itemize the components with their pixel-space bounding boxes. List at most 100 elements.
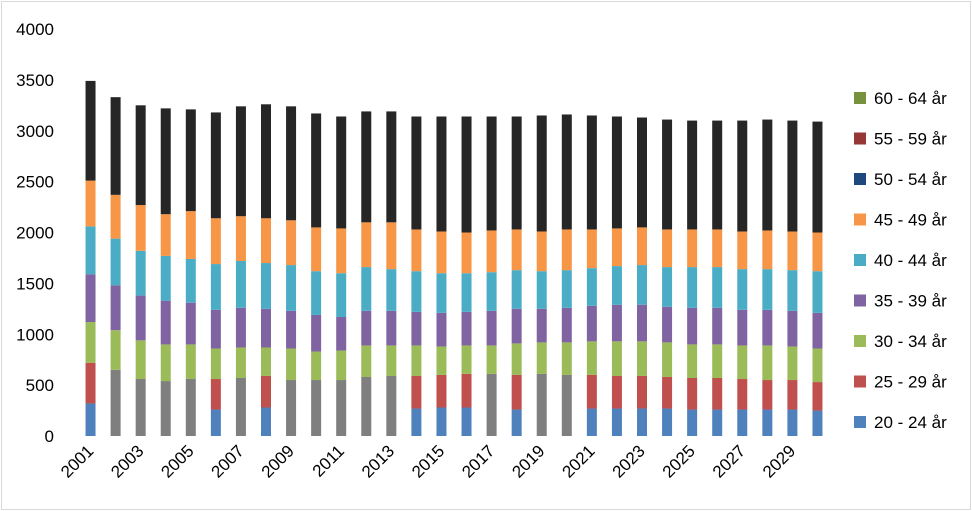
x-tick-label: 2015 (408, 441, 448, 481)
legend-swatch (854, 416, 866, 428)
bar-segment-remainder (762, 119, 773, 231)
legend-label: 30 - 34 år (874, 332, 947, 351)
bar-segment (235, 216, 246, 261)
bar-segment (637, 408, 647, 436)
bar-segment (787, 380, 798, 410)
bar-segment (411, 271, 422, 312)
bar-segment (511, 308, 522, 344)
bar-stack-2013 (386, 111, 397, 436)
bar-segment (611, 375, 622, 409)
bar-segment-remainder (536, 115, 547, 232)
bar-segment (436, 231, 447, 274)
bar-segment (386, 310, 397, 346)
bar-segment-remainder (286, 106, 297, 221)
bar-segment (411, 345, 422, 376)
legend-item: 60 - 64 år (854, 89, 947, 108)
bar-segment-remainder (511, 116, 522, 230)
bar-segment (586, 374, 597, 409)
bar-segment-remainder (110, 97, 121, 195)
bar-stack-2006 (210, 112, 221, 436)
bar-segment (787, 409, 798, 436)
bar-segment (85, 274, 96, 323)
bar-segment (110, 238, 121, 286)
bar-segment (336, 350, 347, 381)
bar-segment (762, 409, 773, 436)
bar-segment (737, 309, 748, 346)
bar-segment (637, 304, 647, 342)
bar-stack-2010 (311, 113, 322, 436)
bar-stack-2003 (135, 105, 146, 436)
bar-segment (586, 408, 597, 436)
bar-stack-2014 (411, 116, 422, 436)
bar-segment-base (361, 376, 372, 436)
y-tick-label: 1500 (16, 274, 54, 293)
bar-segment (85, 322, 96, 363)
bar-segment (235, 347, 246, 379)
bar-segment-base (486, 373, 497, 436)
bar-stack-2007 (235, 106, 246, 436)
bar-segment (787, 310, 798, 347)
bar-stack-2022 (611, 116, 622, 436)
bar-stack-2030 (812, 121, 823, 436)
bar-segment-base (536, 373, 547, 436)
legend-label: 35 - 39 år (874, 292, 947, 311)
bar-segment (110, 330, 121, 370)
bar-segment-remainder (386, 111, 397, 223)
bar-segment (511, 409, 522, 436)
x-tick-label: 2021 (559, 441, 599, 481)
bar-segment-remainder (687, 120, 698, 230)
legend-swatch (854, 294, 866, 307)
bar-stack-2002 (110, 97, 121, 436)
bar-segment (185, 344, 196, 380)
bar-stack-2017 (486, 116, 497, 436)
bar-segment (762, 269, 773, 310)
legend-swatch (854, 254, 866, 266)
bar-segment (762, 345, 773, 381)
bar-segment (210, 348, 221, 380)
bar-segment (286, 348, 297, 381)
y-tick-label: 3000 (16, 122, 54, 141)
legend-swatch (854, 173, 866, 185)
bar-segment (361, 310, 372, 346)
legend-swatch (854, 335, 866, 347)
bar-segment (436, 374, 447, 408)
bar-segment (210, 264, 221, 310)
bar-stack-2008 (261, 104, 271, 436)
bar-segment (712, 307, 723, 345)
bar-segment (461, 373, 472, 408)
bar-segment (261, 407, 271, 436)
bar-segment (737, 231, 748, 270)
bar-segment (611, 341, 622, 376)
bar-segment-base (286, 380, 297, 436)
x-tick-label: 2009 (258, 441, 298, 481)
bar-segment (536, 342, 547, 374)
bar-segment (160, 344, 171, 382)
bar-segment (185, 258, 196, 303)
x-tick-label: 2027 (709, 441, 749, 481)
y-tick-label: 3500 (16, 71, 54, 90)
bar-segment (812, 348, 823, 383)
bar-segment (511, 229, 522, 271)
bar-segment (611, 304, 622, 342)
bar-stack-2016 (461, 116, 472, 436)
bar-segment-base (336, 380, 347, 436)
bar-segment (536, 271, 547, 309)
bar-segment (787, 346, 798, 381)
legend-swatch (854, 213, 866, 226)
bar-segment (160, 255, 171, 301)
bar-segment (411, 311, 422, 346)
bar-segment (586, 268, 597, 306)
bar-segment-remainder (436, 116, 447, 232)
bar-segment (461, 407, 472, 436)
bar-stack-2001 (85, 80, 96, 436)
legend-label: 60 - 64 år (874, 89, 947, 108)
bar-segment (135, 205, 146, 251)
bar-segment (687, 307, 698, 345)
bar-segment-base (110, 369, 121, 436)
bar-segment (311, 351, 322, 381)
bar-stack-2018 (511, 116, 522, 436)
bar-segment (210, 218, 221, 265)
bar-segment (812, 382, 823, 411)
bar-segment (461, 311, 472, 346)
